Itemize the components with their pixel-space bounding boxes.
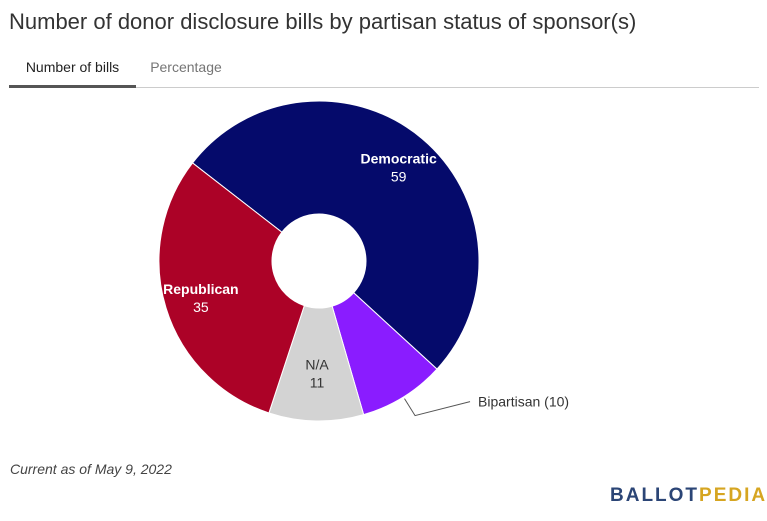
slice-n-a[interactable]: [268, 305, 365, 422]
label-n-a: N/A: [305, 356, 329, 372]
tab-percentage[interactable]: Percentage: [150, 59, 222, 75]
logo-part-ballot: BALLOT: [610, 485, 700, 506]
tab-number-of-bills[interactable]: Number of bills: [9, 52, 136, 88]
label-republican: Republican: [163, 281, 238, 297]
ballotpedia-logo[interactable]: BALLOTPEDIA: [610, 485, 767, 507]
label-democratic: Democratic: [360, 151, 436, 167]
slice-republican[interactable]: [158, 162, 305, 414]
current-as-of-note: Current as of May 9, 2022: [10, 461, 172, 477]
view-tabs: Number of bills Percentage: [9, 52, 759, 88]
logo-part-pedia: PEDIA: [699, 485, 767, 506]
value-democratic: 59: [391, 169, 407, 185]
chart-title: Number of donor disclosure bills by part…: [9, 9, 637, 34]
value-n-a: 11: [310, 374, 325, 390]
label-bipartisan: Bipartisan (10): [478, 394, 569, 410]
value-republican: 35: [193, 299, 209, 315]
connector-bipartisan: [404, 398, 471, 417]
slice-democratic[interactable]: [191, 100, 480, 370]
